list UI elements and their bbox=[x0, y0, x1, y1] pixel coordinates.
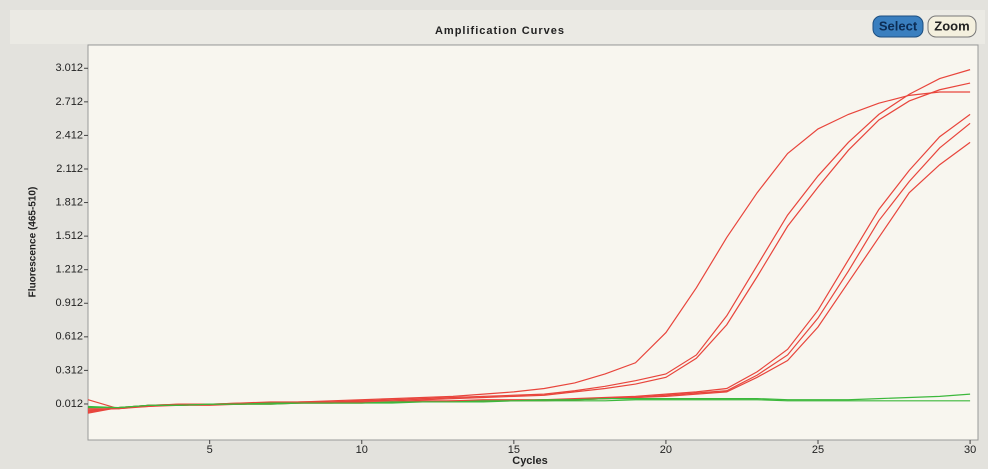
y-tick-label: 0.012 bbox=[55, 398, 83, 410]
chart: Amplification Curves Select Zoom Fluores… bbox=[0, 0, 988, 469]
zoom-button-label[interactable]: Zoom bbox=[934, 18, 969, 33]
y-tick-label: 1.812 bbox=[55, 196, 83, 208]
x-tick-label: 10 bbox=[356, 444, 368, 456]
chart-title: Amplification Curves bbox=[435, 25, 565, 37]
y-tick-label: 0.312 bbox=[55, 364, 83, 376]
x-tick-label: 5 bbox=[207, 444, 213, 456]
x-axis-label: Cycles bbox=[512, 455, 547, 467]
page: Amplification Curves Select Zoom Fluores… bbox=[0, 0, 988, 469]
y-tick-label: 3.012 bbox=[55, 62, 83, 74]
y-tick-label: 2.412 bbox=[55, 129, 83, 141]
plot-area bbox=[88, 45, 978, 440]
y-tick-label: 1.512 bbox=[55, 230, 83, 242]
select-button-label[interactable]: Select bbox=[879, 18, 918, 33]
x-tick-label: 25 bbox=[812, 444, 824, 456]
y-tick-label: 2.112 bbox=[56, 163, 83, 175]
y-tick-label: 1.212 bbox=[55, 264, 83, 276]
y-tick-label: 0.612 bbox=[55, 331, 83, 343]
y-axis-label: Fluorescence (465-510) bbox=[28, 187, 39, 298]
x-tick-label: 15 bbox=[508, 444, 520, 456]
x-tick-label: 20 bbox=[660, 444, 672, 456]
x-tick-label: 30 bbox=[964, 444, 976, 456]
y-tick-label: 0.912 bbox=[55, 297, 83, 309]
y-tick-label: 2.712 bbox=[55, 96, 83, 108]
